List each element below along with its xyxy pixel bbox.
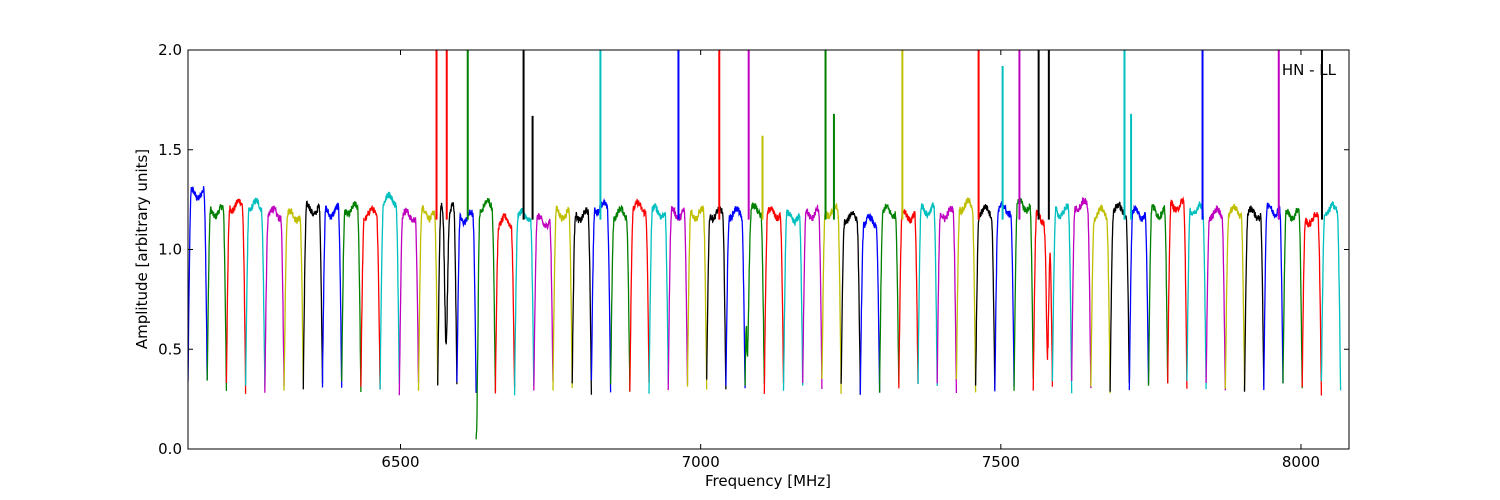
x-tick-label: 7000 [682,453,720,471]
series-channel-5 [264,205,285,393]
series-channel-9 [341,200,362,393]
series-channel-10 [360,205,381,390]
series-channel-41 [955,197,977,393]
series-channel-24 [629,198,650,392]
series-channel-11 [379,191,400,390]
series-channel-50 [1128,204,1150,391]
series-channel-8 [321,202,343,388]
series-channel-40 [936,205,958,394]
plot-background [188,50,1349,449]
y-tick-label: 1.0 [158,241,182,259]
series-channel-46 [1051,203,1073,394]
series-channel-29 [725,206,746,389]
series-channel-55 [1224,203,1246,390]
series-channel-23 [609,204,631,392]
series-channel-16 [475,198,497,440]
series-layer [188,50,1342,440]
tick-layer: 6500 7000 7500 8000 0.0 0.5 1.0 1.5 2.0 [158,41,1349,471]
y-tick-label: 0.5 [158,340,182,358]
series-channel-4 [244,197,266,388]
series-channel-48 [1090,203,1111,394]
series-channel-36 [859,213,881,395]
series-channel-47 [1071,196,1092,389]
series-channel-44 [1013,197,1034,391]
series-channel-45 [1032,209,1054,391]
series-channel-32 [782,209,804,391]
series-channel-13 [417,204,439,391]
series-channel-17 [494,213,516,394]
series-channel-54 [1205,205,1226,391]
y-tick-label: 2.0 [158,41,182,59]
series-channel-37 [878,203,900,393]
series-channel-26 [667,206,689,391]
series-channel-57 [1263,202,1284,391]
y-tick-label: 0.0 [158,440,182,458]
series-channel-58 [1282,207,1303,389]
series-channel-6 [283,207,304,391]
annotation-label: HN - LL [1282,61,1337,79]
x-axis-title: Frequency [MHz] [705,472,831,490]
series-channel-52 [1167,196,1188,389]
series-channel-31 [763,206,785,394]
series-channel-59 [1301,212,1323,396]
series-channel-56 [1243,205,1265,392]
series-channel-12 [398,207,420,396]
series-channel-49 [1109,201,1130,392]
x-tick-label: 6500 [381,453,419,471]
series-channel-30 [744,201,765,386]
x-tick-label: 7500 [982,453,1020,471]
series-channel-20 [552,205,573,391]
series-channel-60 [1320,201,1342,391]
series-channel-2 [206,204,228,391]
series-channel-28 [706,205,727,390]
series-channel-19 [533,213,554,391]
x-tick-label: 8000 [1282,453,1320,471]
series-channel-3 [225,198,247,394]
series-channel-43 [994,200,1015,392]
series-channel-25 [648,203,669,394]
series-channel-27 [686,205,708,390]
y-axis-title: Amplitude [arbitrary units] [133,149,151,349]
series-channel-35 [840,211,861,395]
series-channel-39 [917,202,938,387]
series-channel-1 [188,186,208,382]
series-channel-7 [302,200,324,390]
y-tick-label: 1.5 [158,141,182,159]
series-channel-14 [437,201,458,386]
series-channel-15 [456,209,477,393]
series-channel-42 [974,204,996,390]
series-channel-21 [571,207,593,395]
series-channel-51 [1147,204,1169,386]
series-channel-33 [802,204,823,390]
